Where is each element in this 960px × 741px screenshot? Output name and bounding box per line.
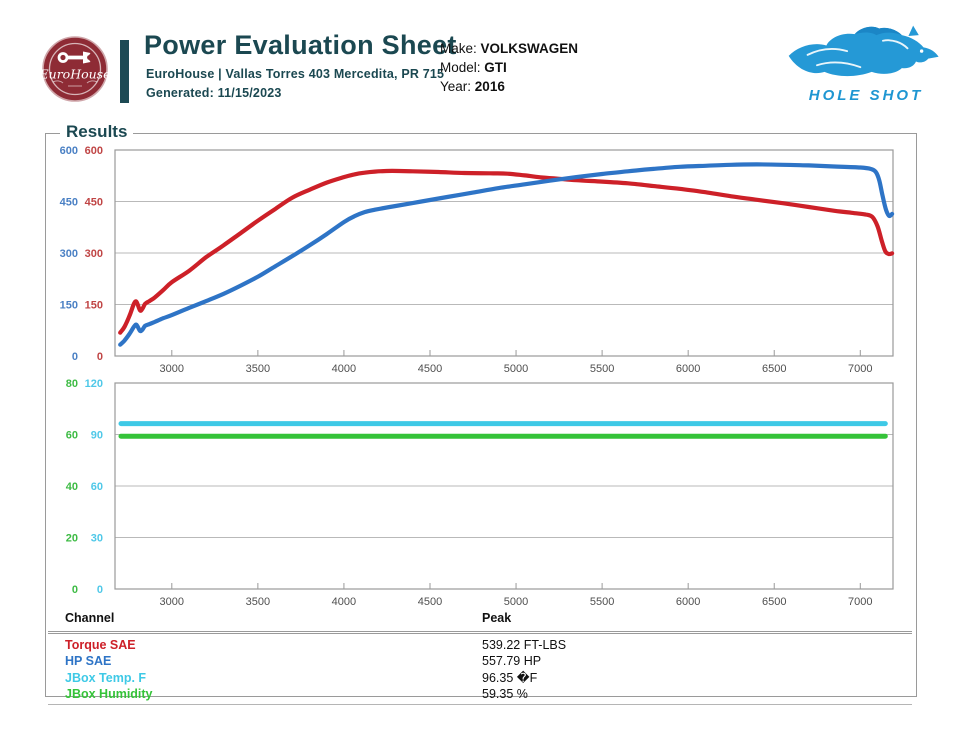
x-tick-label: 3500 <box>246 596 270 608</box>
table-body: Torque SAE 539.22 FT-LBS HP SAE 557.79 HP JB… <box>48 634 912 706</box>
table-header-row: Channel Peak <box>48 608 912 635</box>
x-tick-label: 3500 <box>246 363 270 375</box>
model-label: Model: <box>440 60 481 75</box>
y-tick-label-humidity: 60 <box>66 430 78 442</box>
table-row: JBox Temp. F 96.35 �F <box>48 670 912 686</box>
y-tick-label-hp: 0 <box>72 351 78 363</box>
x-tick-label: 6000 <box>676 596 700 608</box>
logo-circle <box>42 36 108 102</box>
logo-inner-ring <box>48 42 102 96</box>
peak-value: 96.35 �F <box>482 670 538 685</box>
x-tick-label: 4500 <box>418 363 442 375</box>
wrench-icon <box>57 51 92 64</box>
table-header-peak: Peak <box>482 611 512 625</box>
vehicle-info: Make: VOLKSWAGEN Model: GTI Year: 2016 <box>440 39 578 96</box>
peak-value: 557.79 HP <box>482 654 542 669</box>
vehicle-make: Make: VOLKSWAGEN <box>440 39 578 58</box>
peak-value: 59.35 % <box>482 686 528 701</box>
y-tick-label-hp: 150 <box>60 300 78 312</box>
x-tick-label: 3000 <box>160 363 184 375</box>
horse-icon <box>788 25 939 77</box>
x-tick-label: 3000 <box>160 596 184 608</box>
holeshot-logo: HOLE SHOT <box>780 20 952 104</box>
channel-name: Torque SAE <box>65 638 136 653</box>
x-tick-label: 5000 <box>504 363 528 375</box>
report-address: EuroHouse | Vallas Torres 403 Mercedita,… <box>146 67 445 81</box>
channel-name: JBox Temp. F <box>65 670 147 685</box>
y-tick-label-hp: 450 <box>60 197 78 209</box>
series-torque-sae <box>118 168 895 335</box>
table-row: HP SAE 557.79 HP <box>48 653 912 669</box>
y-tick-label-torque: 150 <box>85 300 103 312</box>
x-tick-label: 6500 <box>762 363 786 375</box>
peak-table: Channel Peak Torque SAE 539.22 FT-LBS HP S… <box>48 608 912 706</box>
logo-flourish <box>52 80 98 87</box>
results-fieldset: Results <box>45 122 917 697</box>
x-tick-label: 5500 <box>590 363 614 375</box>
y-tick-label-humidity: 0 <box>72 584 78 596</box>
y-tick-label-humidity: 40 <box>66 481 78 493</box>
x-tick-label: 4000 <box>332 596 356 608</box>
x-tick-label: 6500 <box>762 596 786 608</box>
x-tick-label: 7000 <box>848 363 872 375</box>
table-header-channel: Channel <box>65 611 115 625</box>
y-tick-label-torque: 0 <box>97 351 103 363</box>
x-tick-label: 5000 <box>504 596 528 608</box>
header-accent-bar <box>120 40 129 103</box>
make-label: Make: <box>440 41 477 56</box>
y-tick-label-hp: 300 <box>60 248 78 260</box>
x-tick-label: 4000 <box>332 363 356 375</box>
y-tick-label-torque: 300 <box>85 248 103 260</box>
plot-frame <box>114 382 894 590</box>
y-tick-label-torque: 450 <box>85 197 103 209</box>
logo-script-text: EuroHouse <box>42 67 108 82</box>
y-tick-label-temp: 120 <box>85 378 103 390</box>
table-row: Torque SAE 539.22 FT-LBS <box>48 637 912 653</box>
y-tick-label-hp: 600 <box>60 145 78 157</box>
environment-chart: 3000 3500 4000 4500 5000 5500 6000 6500 70008060… <box>66 378 894 608</box>
year-label: Year: <box>440 79 472 94</box>
y-tick-label-humidity: 20 <box>66 533 78 545</box>
channel-name: HP SAE <box>65 654 112 669</box>
power-torque-chart: 3000 3500 4000 4500 5000 5500 6000 6500 70006004… <box>60 145 895 375</box>
y-tick-label-torque: 600 <box>85 145 103 157</box>
eurohouse-logo: EuroHouse <box>42 36 108 102</box>
results-legend: Results <box>60 122 134 142</box>
channel-name: JBox Humidity <box>65 686 153 701</box>
table-row: JBox Humidity 59.35 % <box>48 686 912 702</box>
series-hp-sae <box>118 162 895 347</box>
report-title: Power Evaluation Sheet <box>144 30 457 60</box>
peak-value: 539.22 FT-LBS <box>482 638 567 653</box>
x-tick-label: 6000 <box>676 363 700 375</box>
y-tick-label-temp: 60 <box>91 481 103 493</box>
holeshot-wordmark: HOLE SHOT <box>808 87 924 104</box>
make-value: VOLKSWAGEN <box>480 41 579 56</box>
x-tick-label: 4500 <box>418 596 442 608</box>
y-tick-label-temp: 30 <box>91 533 103 545</box>
x-tick-label: 5500 <box>590 596 614 608</box>
model-value: GTI <box>484 60 507 75</box>
vehicle-model: Model: GTI <box>440 58 578 77</box>
y-tick-label-temp: 90 <box>91 430 103 442</box>
y-tick-label-humidity: 80 <box>66 378 78 390</box>
y-tick-label-temp: 0 <box>97 584 103 596</box>
vehicle-year: Year: 2016 <box>440 77 578 96</box>
report-generated: Generated: 11/15/2023 <box>146 86 282 100</box>
x-tick-label: 7000 <box>848 596 872 608</box>
year-value: 2016 <box>474 79 505 94</box>
